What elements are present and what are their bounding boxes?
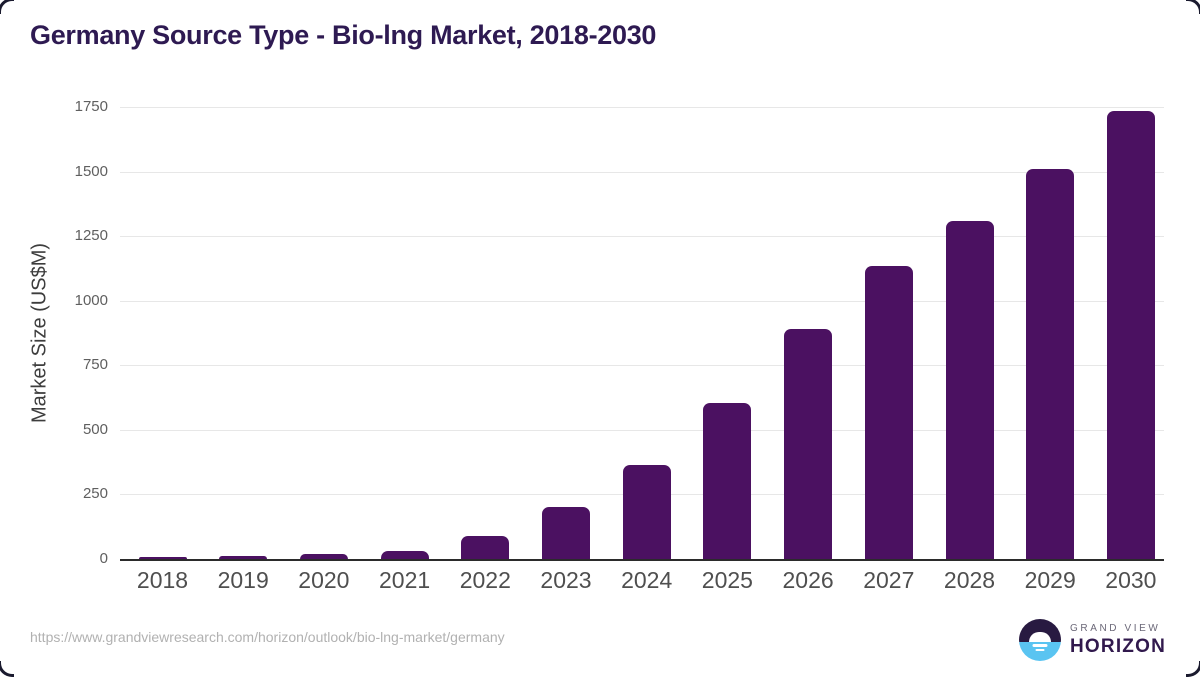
bar-2018[interactable]	[138, 556, 187, 559]
x-tick-label-2021: 2021	[379, 567, 431, 593]
y-tick-label-1500: 1500	[74, 162, 108, 180]
bar-2027[interactable]	[864, 265, 913, 559]
bar-2021[interactable]	[380, 551, 429, 559]
y-tick-label-1750: 1750	[74, 98, 108, 115]
x-tick-label-2023: 2023	[540, 567, 592, 593]
gridline-1000	[120, 300, 1164, 302]
x-tick-label-2019: 2019	[217, 567, 269, 593]
x-tick-label-2027: 2027	[863, 567, 915, 593]
y-tick-label-0: 0	[99, 550, 108, 567]
bar-2024[interactable]	[622, 464, 671, 559]
y-tick-label-750: 750	[82, 356, 108, 374]
x-tick-label-2018: 2018	[136, 567, 189, 593]
logo-text: GRAND VIEW HORIZON	[1070, 623, 1166, 658]
x-tick-label-2028: 2028	[943, 567, 996, 593]
logo-text-horizon: HORIZON	[1070, 635, 1167, 657]
source-url: https://www.grandviewresearch.com/horizo…	[30, 629, 505, 645]
gridline-500	[120, 429, 1164, 431]
x-tick-label-2029: 2029	[1024, 567, 1076, 593]
bar-2030[interactable]	[1106, 110, 1155, 559]
reflection-line	[1035, 648, 1045, 652]
y-tick-label-250: 250	[82, 485, 108, 503]
y-tick-label-500: 500	[82, 420, 108, 438]
bar-2029[interactable]	[1026, 169, 1075, 559]
y-tick-label-1250: 1250	[74, 227, 108, 245]
x-tick-label-2025: 2025	[701, 567, 753, 593]
x-tick-label-2026: 2026	[782, 567, 834, 593]
x-tick-label-2030: 2030	[1105, 567, 1157, 593]
sun-dome-shape	[1029, 631, 1051, 643]
bar-2028[interactable]	[945, 220, 994, 559]
grand-view-horizon-logo: GRAND VIEW HORIZON	[1019, 619, 1166, 661]
gridline-1250	[120, 236, 1164, 238]
horizon-sunrise-icon	[1019, 619, 1061, 661]
bar-2025[interactable]	[703, 402, 752, 559]
x-tick-label-2024: 2024	[621, 567, 673, 593]
x-tick-label-2020: 2020	[298, 567, 350, 593]
bar-2019[interactable]	[219, 556, 268, 559]
y-tick-label-1000: 1000	[74, 291, 108, 309]
x-tick-label-2022: 2022	[459, 567, 511, 593]
y-axis-title: Market Size (US$M)	[28, 242, 51, 424]
plot-area	[120, 107, 1164, 561]
bar-2022[interactable]	[461, 536, 510, 559]
gridline-1500	[120, 171, 1164, 173]
gridline-750	[120, 365, 1164, 367]
bar-2023[interactable]	[542, 507, 590, 559]
chart-title: Germany Source Type - Bio-lng Market, 20…	[30, 20, 657, 50]
gridline-1750	[120, 107, 1164, 108]
logo-text-grand-view: GRAND VIEW	[1070, 622, 1161, 634]
bar-2026[interactable]	[784, 329, 833, 559]
reflection-line	[1032, 644, 1048, 647]
bar-2020[interactable]	[299, 553, 348, 559]
